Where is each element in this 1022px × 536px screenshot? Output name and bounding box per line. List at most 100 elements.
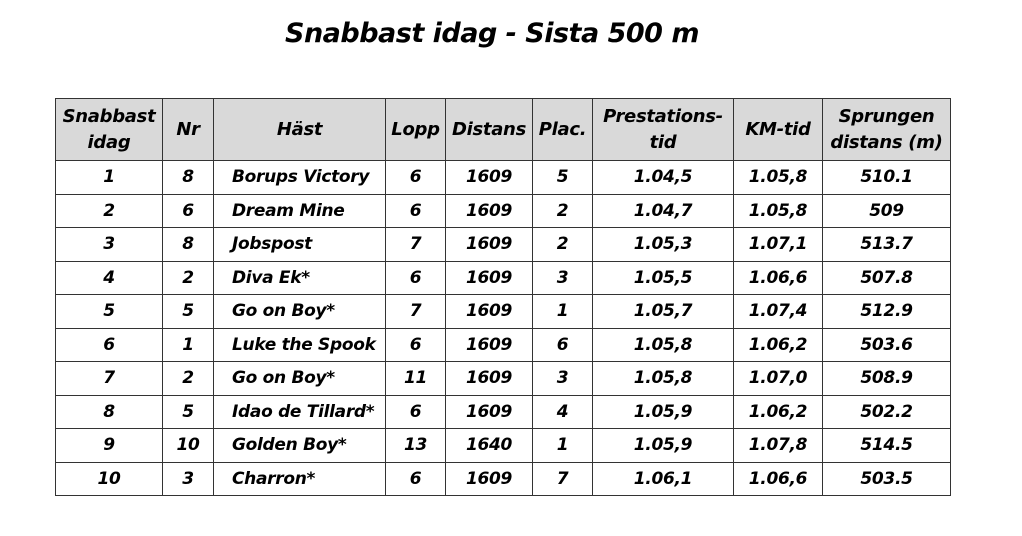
table-cell: 1.06,2	[733, 327, 823, 362]
column-header: KM-tid	[733, 98, 823, 161]
table-cell: 1.04,5	[592, 160, 734, 195]
table-cell: 1640	[445, 428, 533, 463]
table-cell: 1.05,8	[592, 361, 734, 396]
table-cell: Charron*	[213, 461, 386, 496]
table-cell: 5	[532, 160, 593, 195]
table-cell: 1609	[445, 394, 533, 429]
header-row: Snabbast idag Nr Häst Lopp Distans Plac. Presta…	[55, 98, 951, 161]
table-cell: 5	[55, 294, 163, 329]
table-cell: Golden Boy*	[213, 428, 386, 463]
table-cell: 1.04,7	[592, 193, 734, 228]
table-cell: 508.9	[822, 361, 951, 396]
table-cell: 4	[55, 260, 163, 295]
table-cell: 1609	[445, 160, 533, 195]
table-cell: 2	[532, 193, 593, 228]
table-cell: 1609	[445, 361, 533, 396]
table-cell: 2	[162, 260, 214, 295]
header-line: KM-tid	[745, 118, 811, 140]
header-line: Sprungen	[838, 105, 935, 127]
table-cell: 13	[385, 428, 446, 463]
table-cell: 503.6	[822, 327, 951, 362]
table-cell: 1.05,8	[733, 160, 823, 195]
table-cell: 7	[532, 461, 593, 496]
table-row: 3 8 Jobspost 7 1609 2 1.05,3 1.07,1 513.7	[55, 227, 951, 262]
table-cell: 1609	[445, 193, 533, 228]
table-cell: 3	[532, 361, 593, 396]
table-cell: 514.5	[822, 428, 951, 463]
table-cell: 3	[162, 461, 214, 496]
table-cell: Diva Ek*	[213, 260, 386, 295]
table-cell: 6	[55, 327, 163, 362]
header-line: Distans	[451, 118, 526, 140]
table-cell: 6	[385, 327, 446, 362]
table-cell: 8	[55, 394, 163, 429]
table-cell: 5	[162, 394, 214, 429]
table-cell: 5	[162, 294, 214, 329]
table-cell: 510.1	[822, 160, 951, 195]
table-cell: 1.06,6	[733, 260, 823, 295]
table-cell: 1.05,9	[592, 428, 734, 463]
column-header: Plac.	[532, 98, 593, 161]
table-cell: 1.05,3	[592, 227, 734, 262]
table-cell: 509	[822, 193, 951, 228]
header-line: Snabbast	[62, 105, 156, 127]
results-table: Snabbast idag Nr Häst Lopp Distans Plac. Presta…	[55, 98, 951, 496]
header-line: distans (m)	[830, 131, 943, 153]
table-cell: 10	[162, 428, 214, 463]
header-line: Nr	[176, 118, 200, 140]
table-cell: 9	[55, 428, 163, 463]
column-header: Prestations-tid	[592, 98, 734, 161]
table-cell: 1.06,6	[733, 461, 823, 496]
table-cell: 8	[162, 227, 214, 262]
header-line: tid	[649, 131, 677, 153]
table-cell: 2	[162, 361, 214, 396]
table-cell: 4	[532, 394, 593, 429]
column-header: Lopp	[385, 98, 446, 161]
table-cell: 503.5	[822, 461, 951, 496]
table-cell: 1.05,7	[592, 294, 734, 329]
table-cell: 7	[385, 294, 446, 329]
table-row: 4 2 Diva Ek* 6 1609 3 1.05,5 1.06,6 507.8	[55, 260, 951, 295]
table-cell: 1	[532, 428, 593, 463]
table-cell: Dream Mine	[213, 193, 386, 228]
table-cell: 1609	[445, 260, 533, 295]
table-cell: 1.07,0	[733, 361, 823, 396]
column-header: Distans	[445, 98, 533, 161]
table-cell: 8	[162, 160, 214, 195]
table-cell: 512.9	[822, 294, 951, 329]
table-row: 9 10 Golden Boy* 13 1640 1 1.05,9 1.07,8 514.5	[55, 428, 951, 463]
table-cell: 6	[385, 260, 446, 295]
table-row: 7 2 Go on Boy* 11 1609 3 1.05,8 1.07,0 508.9	[55, 361, 951, 396]
table-cell: 1	[55, 160, 163, 195]
table-cell: 3	[532, 260, 593, 295]
table-cell: Luke the Spook	[213, 327, 386, 362]
table-cell: 1609	[445, 227, 533, 262]
table-row: 2 6 Dream Mine 6 1609 2 1.04,7 1.05,8 509	[55, 193, 951, 228]
table-row: 10 3 Charron* 6 1609 7 1.06,1 1.06,6 503.5	[55, 461, 951, 496]
header-line: Häst	[276, 118, 323, 140]
table-cell: 1.05,8	[733, 193, 823, 228]
table-cell: Idao de Tillard*	[213, 394, 386, 429]
table-cell: 6	[162, 193, 214, 228]
table-cell: 1.05,5	[592, 260, 734, 295]
table-cell: 1.07,4	[733, 294, 823, 329]
header-line: Prestations-	[603, 105, 723, 127]
table-cell: 1.07,1	[733, 227, 823, 262]
table-cell: 2	[55, 193, 163, 228]
table-cell: 6	[385, 193, 446, 228]
table-cell: 1.06,1	[592, 461, 734, 496]
table-cell: 7	[55, 361, 163, 396]
table-cell: 10	[55, 461, 163, 496]
table-row: 1 8 Borups Victory 6 1609 5 1.04,5 1.05,8 510.1	[55, 160, 951, 195]
table-cell: 6	[385, 394, 446, 429]
table-cell: Borups Victory	[213, 160, 386, 195]
table-cell: 513.7	[822, 227, 951, 262]
header-line: Lopp	[391, 118, 440, 140]
table-cell: 2	[532, 227, 593, 262]
header-line: idag	[87, 131, 131, 153]
table-cell: 1	[532, 294, 593, 329]
table-row: 6 1 Luke the Spook 6 1609 6 1.05,8 1.06,2 503.6	[55, 327, 951, 362]
table-cell: 1609	[445, 461, 533, 496]
table-cell: 6	[385, 160, 446, 195]
